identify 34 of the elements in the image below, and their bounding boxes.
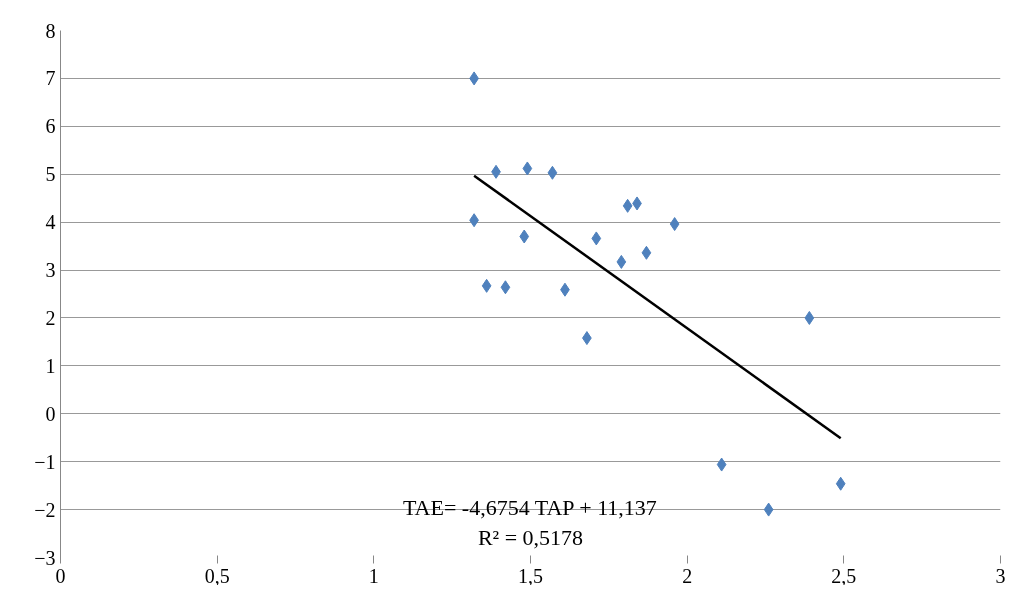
y-tick-label: 5 bbox=[45, 163, 56, 186]
point bbox=[591, 231, 602, 246]
point bbox=[835, 476, 846, 491]
y-tick-label: 2 bbox=[45, 306, 56, 329]
x-tick-label: 2 bbox=[682, 564, 693, 587]
annotation: R² = 0,5178 bbox=[477, 524, 584, 550]
y-tick-label: 7 bbox=[45, 67, 56, 90]
annotation: TAE= -4,6754 TAP + 11,137 bbox=[402, 494, 657, 520]
x-tick-label: 2,5 bbox=[831, 564, 857, 587]
point bbox=[641, 245, 652, 260]
point bbox=[500, 280, 511, 295]
point bbox=[804, 310, 815, 325]
y-tick-label: −2 bbox=[34, 498, 56, 521]
point bbox=[669, 217, 680, 232]
point bbox=[547, 165, 558, 180]
y-tick-label: 0 bbox=[45, 402, 56, 425]
x-tick-label: 3 bbox=[995, 564, 1006, 587]
point bbox=[763, 502, 774, 517]
y-tick-label: −1 bbox=[34, 450, 56, 473]
y-tick-label: −3 bbox=[34, 546, 56, 569]
x-tick-label: 0,5 bbox=[204, 564, 230, 587]
y-tick-label: 1 bbox=[45, 354, 56, 377]
y-tick-label: 4 bbox=[45, 211, 56, 234]
point bbox=[519, 229, 530, 244]
point bbox=[522, 161, 533, 176]
point bbox=[616, 254, 627, 269]
point bbox=[716, 457, 727, 472]
y-tick-label: 8 bbox=[45, 19, 56, 42]
x-tick-label: 1,5 bbox=[518, 564, 543, 587]
point bbox=[481, 278, 492, 293]
y-tick-label: 3 bbox=[45, 259, 56, 282]
x-tick-label: 1 bbox=[368, 564, 379, 587]
y-tick-label: 6 bbox=[45, 115, 56, 138]
point bbox=[622, 198, 633, 213]
